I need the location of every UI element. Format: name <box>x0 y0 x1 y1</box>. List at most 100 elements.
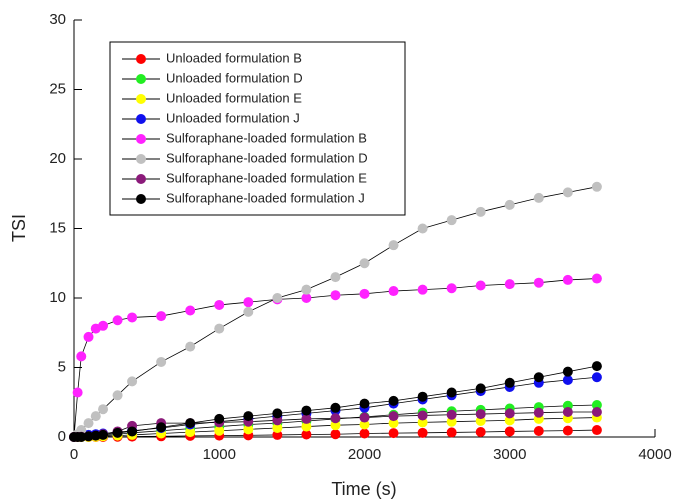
data-point <box>90 411 101 422</box>
data-point <box>243 306 254 317</box>
x-tick-label: 1000 <box>203 446 236 463</box>
legend-label: Sulforaphane-loaded formulation J <box>166 190 365 205</box>
data-point <box>272 293 283 303</box>
data-point <box>272 422 283 433</box>
data-point <box>417 427 428 438</box>
legend-marker <box>136 94 146 104</box>
legend-marker <box>136 54 146 64</box>
data-point <box>112 315 123 326</box>
data-point <box>562 425 573 436</box>
data-point <box>475 280 486 291</box>
data-point <box>359 288 370 299</box>
data-point <box>185 427 196 438</box>
data-point <box>301 284 312 295</box>
data-point <box>98 404 109 415</box>
data-point <box>301 405 312 416</box>
y-tick-label: 20 <box>49 150 66 167</box>
data-point <box>76 432 87 442</box>
data-point <box>243 411 254 422</box>
data-point <box>388 286 399 297</box>
data-point <box>156 356 167 367</box>
data-point <box>83 418 94 429</box>
data-point <box>112 427 123 438</box>
y-tick-label: 10 <box>49 289 66 306</box>
series-line <box>73 186 597 438</box>
data-point <box>388 411 399 422</box>
data-point <box>112 390 123 401</box>
data-point <box>330 290 341 301</box>
data-point <box>446 427 457 438</box>
data-point <box>446 283 457 294</box>
data-point <box>214 413 225 424</box>
y-tick-label: 25 <box>49 80 66 97</box>
x-axis-title: Time (s) <box>331 479 396 499</box>
data-point <box>243 297 254 308</box>
data-point <box>388 395 399 406</box>
data-point <box>475 416 486 427</box>
legend-marker <box>136 174 146 184</box>
data-point <box>301 429 312 440</box>
data-point <box>214 323 225 334</box>
data-point <box>330 413 341 424</box>
data-point <box>127 312 138 323</box>
data-point <box>562 406 573 417</box>
data-point <box>533 277 544 288</box>
data-point <box>504 377 515 388</box>
legend-marker <box>136 154 146 164</box>
data-point <box>475 409 486 420</box>
data-point <box>359 398 370 409</box>
data-point <box>591 181 602 192</box>
legend-marker <box>136 134 146 144</box>
data-point <box>417 417 428 428</box>
data-point <box>214 425 225 436</box>
data-point <box>359 258 370 269</box>
data-point <box>359 428 370 439</box>
legend-box <box>109 41 406 216</box>
legend-marker <box>136 74 146 84</box>
data-point <box>562 274 573 285</box>
legend-label: Sulforaphane-loaded formulation B <box>166 130 367 145</box>
data-point <box>185 418 196 429</box>
legend-label: Unloaded formulation J <box>166 110 300 125</box>
data-point <box>359 419 370 430</box>
data-point <box>90 430 101 441</box>
x-tick-label: 3000 <box>493 446 526 463</box>
x-tick-label: 0 <box>70 446 78 463</box>
data-point <box>417 284 428 295</box>
data-point <box>243 424 254 435</box>
data-point <box>591 273 602 284</box>
legend-marker <box>136 194 146 204</box>
data-point <box>417 223 428 234</box>
data-point <box>475 383 486 394</box>
data-point <box>533 372 544 383</box>
legend-label: Unloaded formulation D <box>166 70 303 85</box>
data-point <box>562 187 573 198</box>
data-point <box>127 376 138 387</box>
data-point <box>533 407 544 418</box>
data-point <box>76 351 87 362</box>
legend: Unloaded formulation B Unloaded formulati… <box>109 41 406 216</box>
data-point <box>533 192 544 203</box>
data-point <box>591 361 602 372</box>
y-axis-title: TSI <box>9 214 29 242</box>
data-point <box>446 409 457 420</box>
data-point <box>272 415 283 426</box>
data-point <box>504 408 515 419</box>
data-point <box>591 372 602 383</box>
data-point <box>156 311 167 322</box>
data-point <box>330 272 341 283</box>
data-point <box>272 429 283 440</box>
y-tick-label: 5 <box>58 358 66 375</box>
data-point <box>301 413 312 424</box>
data-point <box>591 425 602 436</box>
data-point <box>359 412 370 423</box>
data-point <box>504 415 515 426</box>
data-point <box>417 410 428 421</box>
data-point <box>504 279 515 290</box>
legend-marker <box>136 114 146 124</box>
data-point <box>214 299 225 310</box>
data-point <box>330 429 341 440</box>
data-point <box>156 422 167 433</box>
